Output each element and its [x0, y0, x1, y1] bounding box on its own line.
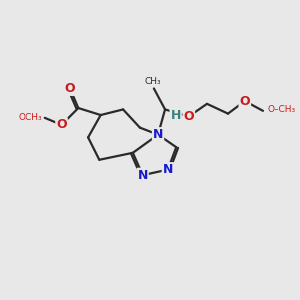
Text: O–CH₃: O–CH₃	[267, 105, 295, 114]
Text: O: O	[239, 94, 250, 107]
Text: CH₃: CH₃	[144, 77, 161, 86]
Text: OCH₃: OCH₃	[18, 113, 42, 122]
Text: N: N	[153, 128, 163, 141]
Text: N: N	[137, 169, 148, 182]
Text: H: H	[170, 109, 181, 122]
Text: N: N	[163, 163, 173, 176]
Text: O: O	[56, 118, 67, 131]
Text: O: O	[64, 82, 75, 95]
Text: O: O	[184, 110, 194, 123]
